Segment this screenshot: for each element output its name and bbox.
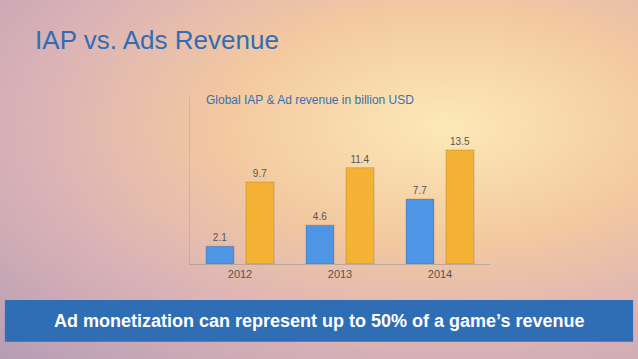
svg-text:2012: 2012 [228,268,252,280]
svg-text:2013: 2013 [328,268,352,280]
svg-text:Ad monetization can represent: Ad monetization can represent up to 50% … [54,311,584,331]
svg-text:Global IAP & Ad revenue in bil: Global IAP & Ad revenue in billion USD [206,93,414,107]
svg-text:9.7: 9.7 [253,168,267,179]
svg-text:7.7: 7.7 [413,185,427,196]
svg-text:4.6: 4.6 [313,211,327,222]
svg-text:2014: 2014 [428,268,452,280]
svg-text:IAP vs. Ads Revenue: IAP vs. Ads Revenue [35,25,279,55]
svg-text:13.5: 13.5 [450,136,470,147]
svg-text:2.1: 2.1 [213,232,227,243]
svg-text:11.4: 11.4 [350,154,369,165]
